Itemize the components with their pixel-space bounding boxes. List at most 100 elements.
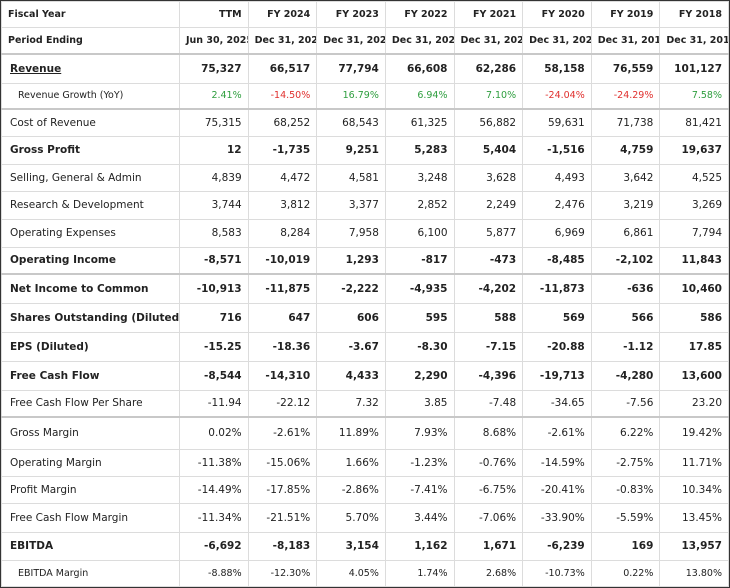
- data-row: Research & Development 3,744 3,812 3,377 2,8…: [1, 190, 729, 220]
- value-text: -4,202: [478, 282, 517, 295]
- row-label-text: Gross Margin: [10, 427, 79, 440]
- value-text: -473: [489, 254, 517, 267]
- row-label-text: EBITDA: [10, 540, 54, 552]
- row-label: Cost of Revenue: [1, 108, 180, 137]
- row-label-text: Shares Outstanding (Diluted): [10, 311, 180, 324]
- value-cell: 595: [384, 302, 455, 333]
- value-text: 2,476: [554, 199, 585, 211]
- value-cell: -15.25: [179, 331, 249, 362]
- value-cell: 4,433: [316, 360, 386, 391]
- value-cell: 4,839: [179, 163, 249, 192]
- value-cell: 6.22%: [590, 416, 661, 450]
- value-cell: -8.88%: [179, 559, 249, 587]
- data-row: Gross Profit 12 -1,735 9,251 5,283 5,404 -1,51…: [1, 135, 729, 165]
- value-text: -7.41%: [410, 483, 448, 496]
- value-text: 6.94%: [417, 90, 448, 102]
- value-text: 1.66%: [345, 456, 379, 469]
- value-text: 62,286: [475, 62, 517, 75]
- value-text: 588: [494, 311, 517, 324]
- header-cell: FY 2021: [453, 1, 524, 28]
- value-cell: -33.90%: [522, 502, 592, 533]
- value-text: 6.22%: [620, 427, 654, 440]
- value-cell: 5,877: [453, 218, 524, 248]
- value-text: 0.02%: [208, 427, 242, 440]
- value-text: -2,102: [615, 254, 654, 267]
- row-label-text: EPS (Diluted): [10, 340, 89, 353]
- row-label-text: EBITDA Margin: [18, 567, 89, 579]
- value-text: 606: [356, 311, 379, 324]
- row-label: EBITDA: [1, 531, 180, 561]
- value-cell: 71,738: [590, 108, 661, 137]
- value-text: 58,158: [544, 62, 585, 75]
- header-cell: FY 2019: [590, 1, 661, 28]
- value-cell: 6,969: [522, 218, 592, 248]
- value-text: 647: [288, 311, 311, 324]
- value-cell: 7,794: [659, 218, 729, 248]
- value-cell: 3,377: [316, 190, 386, 220]
- value-text: -24.29%: [613, 90, 654, 102]
- value-text: -3.67: [348, 340, 379, 353]
- header-cell: Jun 30, 2025: [179, 27, 249, 55]
- value-cell: 66,517: [247, 53, 318, 84]
- value-cell: 3,219: [590, 190, 661, 220]
- value-text: 8,583: [211, 227, 242, 239]
- value-text: 3,628: [486, 171, 517, 184]
- value-cell: 4,581: [316, 163, 386, 192]
- value-cell: 11.71%: [659, 448, 729, 477]
- value-text: -4,935: [409, 282, 448, 295]
- value-cell: -2.61%: [247, 416, 318, 450]
- value-cell: -11.34%: [179, 502, 249, 533]
- value-text: -2.86%: [341, 483, 379, 496]
- value-text: -11.94: [207, 397, 242, 410]
- row-label: Free Cash Flow: [1, 360, 180, 391]
- header-cell: Dec 31, 2021: [453, 27, 524, 55]
- value-text: 2,852: [417, 199, 448, 211]
- value-cell: 62,286: [453, 53, 524, 84]
- value-text: 71,738: [616, 116, 654, 129]
- header-cell: Dec 31, 2020: [522, 27, 592, 55]
- value-cell: -19,713: [522, 360, 592, 391]
- value-text: -10,019: [265, 254, 311, 267]
- row-label: Selling, General & Admin: [1, 163, 180, 192]
- value-text: -22.12: [276, 397, 311, 410]
- row-label-text: Revenue Growth (YoY): [18, 90, 124, 102]
- table-header: Fiscal Year TTM FY 2024 FY 2023 FY 2022 FY 20…: [1, 1, 729, 55]
- value-text: 4,525: [691, 171, 722, 184]
- value-text: 59,631: [548, 116, 585, 129]
- value-text: -6,692: [204, 540, 242, 552]
- value-cell: -15.06%: [247, 448, 318, 477]
- value-cell: 23.20: [659, 389, 729, 418]
- row-label: Gross Margin: [1, 416, 180, 450]
- value-cell: 11.89%: [316, 416, 386, 450]
- value-text: 7.32: [355, 397, 379, 410]
- value-text: 13.80%: [685, 567, 722, 579]
- data-row: Profit Margin -14.49% -17.85% -2.86% -7.41% -…: [1, 475, 729, 504]
- value-text: -8.88%: [208, 567, 242, 579]
- row-label-text: Research & Development: [10, 199, 144, 211]
- value-text: -14.50%: [270, 90, 311, 102]
- data-row: EPS (Diluted) -15.25 -18.36 -3.67 -8.30 -7.15…: [1, 331, 729, 362]
- value-cell: 10.34%: [659, 475, 729, 504]
- value-cell: -11.38%: [179, 448, 249, 477]
- value-text: 11.71%: [681, 456, 722, 469]
- value-text: -24.04%: [545, 90, 585, 102]
- value-cell: 7.58%: [659, 82, 729, 110]
- row-label: Operating Margin: [1, 448, 180, 477]
- value-text: 2,249: [486, 199, 517, 211]
- row-label-text: Revenue: [10, 62, 62, 75]
- value-cell: -6.75%: [453, 475, 524, 504]
- data-row: EBITDA -6,692 -8,183 3,154 1,162 1,671 -6,239 1…: [1, 531, 729, 561]
- value-text: 68,252: [273, 116, 311, 129]
- row-label: Gross Profit: [1, 135, 180, 165]
- value-text: 66,517: [269, 62, 311, 75]
- value-text: 66,608: [406, 62, 448, 75]
- value-text: 16.79%: [342, 90, 379, 102]
- value-text: -0.76%: [478, 456, 517, 469]
- value-text: -6,239: [547, 540, 585, 552]
- value-cell: -7.56: [590, 389, 661, 418]
- value-text: 5,404: [482, 144, 517, 156]
- row-label-text: Selling, General & Admin: [10, 171, 142, 184]
- value-text: 7,794: [691, 227, 722, 239]
- data-row: Shares Outstanding (Diluted) 716 647 606 595…: [1, 302, 729, 333]
